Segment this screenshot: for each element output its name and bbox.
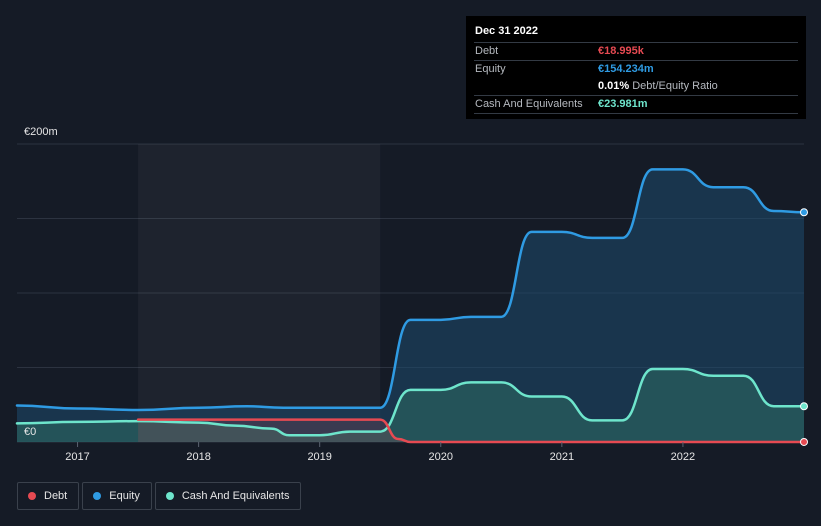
tooltip-row-cash: Cash And Equivalents €23.981m — [474, 95, 798, 114]
tooltip-row-ratio: 0.01% Debt/Equity Ratio — [474, 78, 798, 95]
x-tick-label: 2018 — [186, 451, 210, 463]
legend-item-debt[interactable]: Debt — [17, 482, 80, 510]
legend-cash-label: Cash And Equivalents — [181, 490, 290, 502]
series-lines — [15, 168, 806, 444]
legend-equity-label: Equity — [109, 490, 140, 502]
tooltip-cash-value: €23.981m — [598, 98, 648, 110]
x-tick-label: 2022 — [671, 451, 695, 463]
y-axis-top-label: €200m — [24, 126, 58, 138]
tooltip-equity-label: Equity — [475, 63, 506, 75]
legend: Debt Equity Cash And Equivalents — [17, 482, 304, 510]
series-areas — [17, 169, 805, 442]
cash-dot-icon — [165, 492, 174, 500]
tooltip-row-debt: Debt €18.995k — [474, 42, 798, 60]
debt-dot-icon — [28, 492, 36, 500]
equity-dot-icon — [93, 492, 102, 500]
legend-item-equity[interactable]: Equity — [82, 482, 152, 510]
x-tick-label: 2020 — [429, 451, 453, 463]
tooltip-panel: Dec 31 2022 Debt €18.995k Equity €154.23… — [466, 16, 806, 119]
tooltip-debt-value: €18.995k — [598, 45, 644, 57]
tooltip-equity-value: €154.234m — [598, 63, 654, 75]
tooltip-ratio-value: 0.01% — [598, 80, 630, 92]
legend-debt-label: Debt — [44, 490, 68, 502]
equity-line — [15, 168, 806, 412]
x-tick-label: 2017 — [65, 451, 89, 463]
debt-endpoint — [800, 437, 808, 446]
tooltip-row-equity: Equity €154.234m — [474, 60, 798, 78]
x-tick-label: 2019 — [307, 451, 331, 463]
tooltip-ratio-label: Debt/Equity Ratio — [632, 80, 718, 92]
tooltip-date: Dec 31 2022 — [475, 25, 538, 37]
y-axis-bottom-label: €0 — [24, 426, 36, 438]
series-endpoints — [800, 208, 808, 446]
equity-area — [17, 169, 804, 442]
equity-endpoint — [800, 208, 808, 217]
cash-line — [15, 367, 806, 437]
debt-line — [136, 418, 806, 444]
tooltip-debt-label: Debt — [475, 45, 499, 57]
highlight-region — [138, 144, 381, 442]
cash-endpoint — [800, 402, 808, 411]
x-tick-label: 2021 — [550, 451, 574, 463]
tooltip-cash-label: Cash And Equivalents — [475, 98, 583, 110]
x-axis-ticks: 2017 2018 2019 2020 2021 2022 — [65, 442, 695, 463]
legend-item-cash[interactable]: Cash And Equivalents — [154, 482, 302, 510]
